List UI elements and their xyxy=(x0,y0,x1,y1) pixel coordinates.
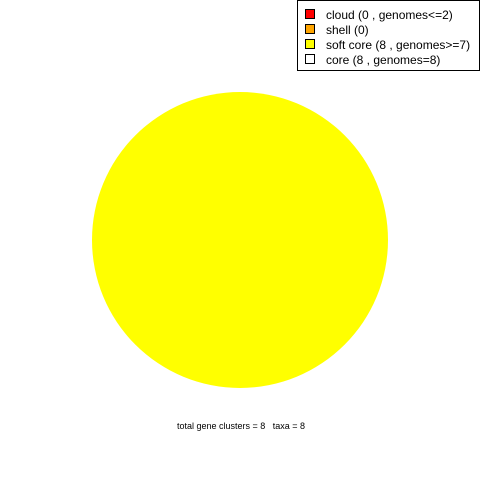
legend-label: core (8 , genomes=8) xyxy=(326,53,440,67)
legend-swatch xyxy=(305,24,315,34)
legend-label: soft core (8 , genomes>=7) xyxy=(326,38,470,52)
footer-caption: total gene clusters = 8 taxa = 8 xyxy=(177,421,305,431)
legend-label: shell (0) xyxy=(326,23,369,37)
legend-swatch xyxy=(305,9,315,19)
legend-label: cloud (0 , genomes<=2) xyxy=(326,8,453,22)
legend-swatch xyxy=(305,39,315,49)
legend-box xyxy=(297,0,480,71)
legend: cloud (0 , genomes<=2)shell (0)soft core… xyxy=(297,0,480,71)
pie-slice-soft-core xyxy=(92,92,388,388)
legend-swatch xyxy=(305,54,315,64)
pie xyxy=(92,92,388,388)
